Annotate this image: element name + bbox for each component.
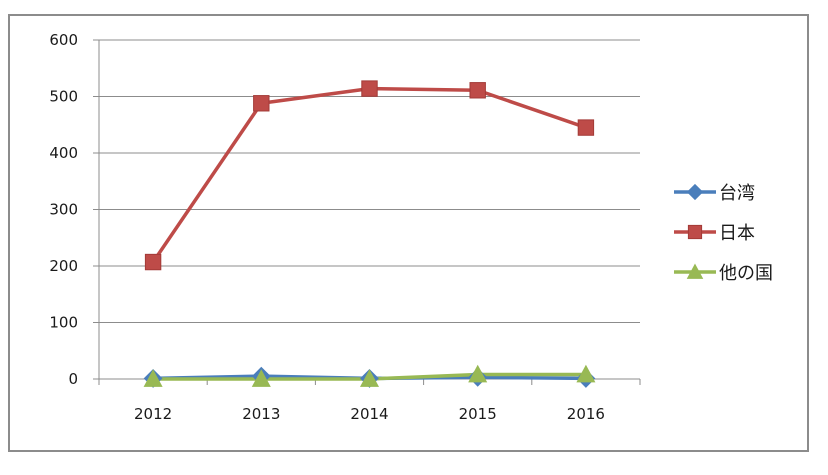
point-2-2013: [251, 369, 271, 387]
legend-marker-1: [687, 224, 703, 240]
point-2-2014: [359, 369, 380, 387]
legend-label-2: 他の国: [719, 263, 773, 284]
point-1-2015: [469, 82, 486, 99]
y-tick-label-0: 0: [68, 370, 78, 388]
series-line-1: [151, 86, 588, 264]
point-1-2016: [577, 119, 595, 136]
point-2-2012: [143, 369, 163, 387]
legend-label-1: 日本: [719, 223, 755, 244]
y-tick-label-100: 100: [49, 314, 78, 332]
y-tick-label-500: 500: [49, 88, 78, 106]
x-tick-label-2013: 2013: [242, 405, 280, 423]
x-tick-label-2016: 2016: [567, 405, 605, 423]
legend-marker-0: [686, 183, 704, 201]
point-1-2013: [253, 95, 270, 112]
series-lines: [151, 86, 588, 381]
point-2-2016: [576, 364, 596, 383]
y-tick-label-400: 400: [49, 144, 78, 162]
legend-marker-2: [686, 263, 704, 279]
x-tick-label-2014: 2014: [350, 405, 388, 423]
x-tick-label-2015: 2015: [459, 405, 497, 423]
point-1-2012: [144, 253, 162, 271]
x-tick-label-2012: 2012: [134, 405, 172, 423]
series-markers: [143, 80, 596, 388]
y-tick-label-200: 200: [49, 257, 78, 275]
legend-label-0: 台湾: [719, 183, 755, 204]
y-tick-labels: 0 100 200 300 400 500 600: [49, 31, 78, 388]
point-1-2014: [361, 80, 378, 97]
x-tick-labels: 2012 2013 2014 2015 2016: [134, 405, 605, 423]
y-tick-label-300: 300: [49, 201, 78, 219]
y-tick-label-600: 600: [49, 31, 78, 49]
point-2-2015: [468, 364, 488, 383]
